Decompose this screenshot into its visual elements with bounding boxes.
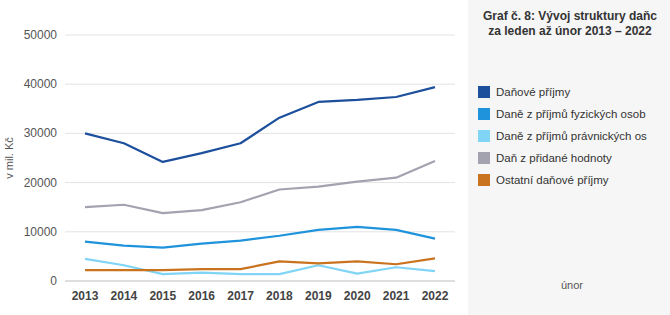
legend-label: Daňové příjmy	[496, 86, 570, 98]
legend-label: Daně z příjmů fyzických osob	[496, 108, 646, 120]
x-tick-label: 2016	[188, 289, 215, 303]
plot-area	[85, 87, 435, 274]
legend-label: Ostatní daňové příjmy	[496, 174, 609, 186]
series-line	[85, 227, 435, 248]
series-line	[85, 259, 435, 274]
grid-line	[65, 182, 455, 183]
annotation: únor	[561, 279, 583, 291]
y-tick-label: 20000	[24, 176, 58, 190]
title: Graf č. 8: Vývoj struktury daňcza leden …	[483, 9, 657, 38]
x-tick-label: 2021	[383, 289, 410, 303]
x-tick-label: 2014	[111, 289, 138, 303]
chart: 0 10000 20000 30000 40000 50000 v mil. Kč 2013 2…	[0, 0, 670, 315]
legend-label: Daně z příjmů právnických os	[496, 130, 647, 142]
y-tick-label: 30000	[24, 126, 58, 140]
y-tick-label: 0	[50, 274, 57, 288]
series-line	[85, 87, 435, 162]
y-axis-label: v mil. Kč	[3, 137, 15, 179]
legend-label: Daň z přidané hodnoty	[496, 152, 612, 164]
x-tick-label: 2015	[149, 289, 176, 303]
grid-line	[65, 281, 455, 282]
y-tick-label: 50000	[24, 28, 58, 42]
legend-swatch	[478, 152, 490, 164]
legend-swatch	[478, 130, 490, 142]
x-tick-label: 2013	[72, 289, 99, 303]
series-line	[85, 258, 435, 270]
grid-line	[65, 84, 455, 85]
grid-line	[65, 231, 455, 232]
y-tick-label: 10000	[24, 225, 58, 239]
series-line	[85, 161, 435, 213]
y-tick-label: 40000	[24, 77, 58, 91]
x-tick-label: 2020	[344, 289, 371, 303]
grid-line	[65, 133, 455, 134]
legend-swatch	[478, 174, 490, 186]
legend-swatch	[478, 108, 490, 120]
x-tick-label: 2017	[227, 289, 254, 303]
x-axis-line	[65, 281, 455, 282]
legend-panel	[468, 0, 670, 315]
legend-swatch	[478, 86, 490, 98]
x-tick-label: 2019	[305, 289, 332, 303]
grid-line	[65, 35, 455, 36]
x-tick-label: 2022	[422, 289, 449, 303]
x-tick-label: 2018	[266, 289, 293, 303]
